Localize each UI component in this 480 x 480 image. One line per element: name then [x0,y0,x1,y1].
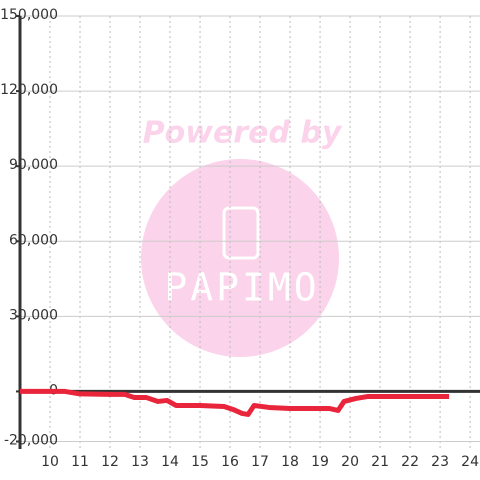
y-tick-label: 150,000 [0,7,58,23]
y-tick-label: 30,000 [9,307,58,323]
x-tick-label: 15 [191,454,209,470]
x-tick-label: 12 [101,454,119,470]
watermark-brand: PAPIMO [164,266,319,310]
x-tick-label: 19 [311,454,329,470]
y-tick-label: -20,000 [4,432,58,448]
x-tick-label: 21 [371,454,389,470]
watermark-title: Powered by [143,116,343,151]
y-tick-label: 90,000 [9,157,58,173]
watermark: Powered by PAPIMO [141,116,343,357]
x-tick-label: 20 [341,454,359,470]
x-tick-label: 18 [281,454,299,470]
x-tick-label: 17 [251,454,269,470]
y-tick-label: 120,000 [0,82,58,98]
x-tick-label: 13 [131,454,149,470]
x-tick-label: 24 [461,454,479,470]
x-tick-label: 16 [221,454,239,470]
x-tick-label: 11 [71,454,89,470]
x-tick-label: 23 [431,454,449,470]
y-tick-label: 60,000 [9,232,58,248]
x-tick-label: 22 [401,454,419,470]
x-tick-label: 10 [41,454,59,470]
data-line [20,388,450,417]
watermark-icon [222,206,260,260]
x-tick-label: 14 [161,454,179,470]
